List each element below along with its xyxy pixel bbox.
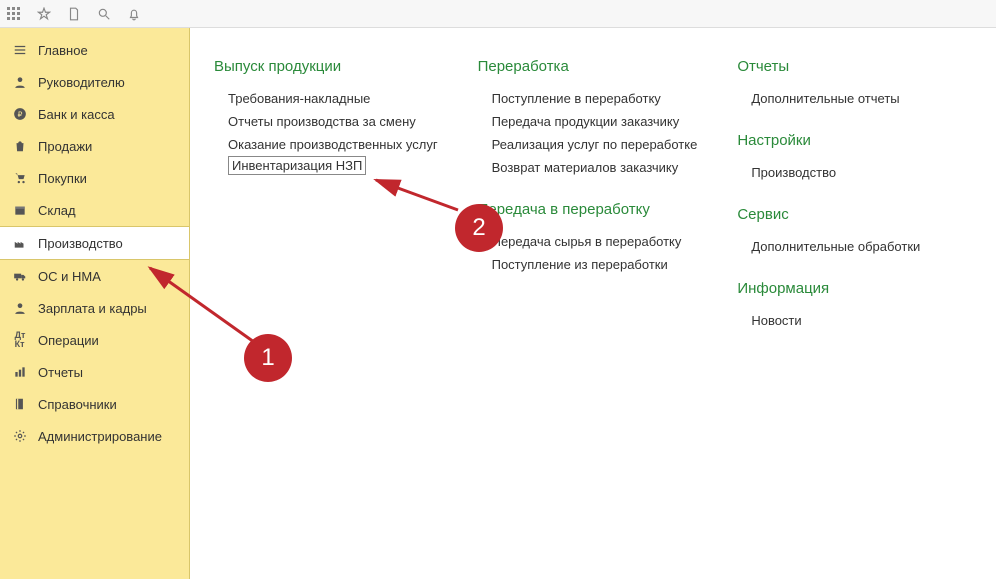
- sidebar-item-label: ОС и НМА: [38, 269, 101, 284]
- sidebar-item-label: Администрирование: [38, 429, 162, 444]
- sidebar-item-operations[interactable]: ДтКт Операции: [0, 324, 189, 356]
- sidebar-item-label: Зарплата и кадры: [38, 301, 147, 316]
- sidebar-item-label: Производство: [38, 236, 123, 251]
- book-icon: [12, 396, 28, 412]
- section-link[interactable]: Реализация услуг по переработке: [492, 133, 698, 156]
- content-area: Выпуск продукции Требования-накладные От…: [190, 28, 996, 579]
- section-title[interactable]: Передача в переработку: [478, 201, 698, 218]
- sidebar-item-label: Покупки: [38, 171, 87, 186]
- section-link[interactable]: Отчеты производства за смену: [228, 110, 438, 133]
- sidebar-item-purchases[interactable]: Покупки: [0, 162, 189, 194]
- section-link[interactable]: Требования-накладные: [228, 87, 438, 110]
- content-column: Выпуск продукции Требования-накладные От…: [214, 58, 438, 197]
- sidebar-item-label: Продажи: [38, 139, 92, 154]
- section-link[interactable]: Оказание производственных услуг: [228, 133, 438, 156]
- section-settings: Настройки Производство: [737, 132, 920, 184]
- top-toolbar: [0, 0, 996, 28]
- sidebar-item-manager[interactable]: Руководителю: [0, 66, 189, 98]
- section-title[interactable]: Переработка: [478, 58, 698, 75]
- section-link[interactable]: Поступление из переработки: [492, 253, 698, 276]
- sidebar-item-label: Руководителю: [38, 75, 125, 90]
- user-icon: [12, 300, 28, 316]
- sidebar: Главное Руководителю ₽ Банк и касса Прод…: [0, 28, 190, 579]
- sidebar-item-label: Склад: [38, 203, 76, 218]
- menu-icon: [12, 42, 28, 58]
- section-reports: Отчеты Дополнительные отчеты: [737, 58, 920, 110]
- section-title[interactable]: Сервис: [737, 206, 920, 223]
- factory-icon: [12, 235, 28, 251]
- section-link[interactable]: Новости: [751, 309, 920, 332]
- sidebar-item-label: Банк и касса: [38, 107, 115, 122]
- sidebar-item-production[interactable]: Производство: [0, 226, 189, 260]
- chart-icon: [12, 364, 28, 380]
- section-link[interactable]: Производство: [751, 161, 920, 184]
- content-column: Переработка Поступление в переработку Пе…: [478, 58, 698, 298]
- sidebar-item-refs[interactable]: Справочники: [0, 388, 189, 420]
- section-output: Выпуск продукции Требования-накладные От…: [214, 58, 438, 175]
- section-info: Информация Новости: [737, 280, 920, 332]
- bell-icon[interactable]: [126, 6, 142, 22]
- sidebar-item-label: Отчеты: [38, 365, 83, 380]
- sidebar-item-label: Главное: [38, 43, 88, 58]
- doc-icon[interactable]: [66, 6, 82, 22]
- section-link[interactable]: Дополнительные отчеты: [751, 87, 920, 110]
- section-processing: Переработка Поступление в переработку Пе…: [478, 58, 698, 179]
- bag-icon: [12, 138, 28, 154]
- section-title[interactable]: Выпуск продукции: [214, 58, 438, 75]
- sidebar-item-assets[interactable]: ОС и НМА: [0, 260, 189, 292]
- sidebar-item-sales[interactable]: Продажи: [0, 130, 189, 162]
- sidebar-item-label: Операции: [38, 333, 99, 348]
- section-link[interactable]: Передача продукции заказчику: [492, 110, 698, 133]
- section-link[interactable]: Дополнительные обработки: [751, 235, 920, 258]
- sidebar-item-label: Справочники: [38, 397, 117, 412]
- section-link[interactable]: Возврат материалов заказчику: [492, 156, 698, 179]
- section-title[interactable]: Отчеты: [737, 58, 920, 75]
- ruble-icon: ₽: [12, 106, 28, 122]
- section-service: Сервис Дополнительные обработки: [737, 206, 920, 258]
- sidebar-item-bank[interactable]: ₽ Банк и касса: [0, 98, 189, 130]
- svg-text:₽: ₽: [18, 110, 23, 119]
- section-transfer: Передача в переработку Передача сырья в …: [478, 201, 698, 276]
- apps-icon[interactable]: [6, 6, 22, 22]
- section-title[interactable]: Информация: [737, 280, 920, 297]
- star-icon[interactable]: [36, 6, 52, 22]
- person-icon: [12, 74, 28, 90]
- sidebar-item-hr[interactable]: Зарплата и кадры: [0, 292, 189, 324]
- box-icon: [12, 202, 28, 218]
- sidebar-item-admin[interactable]: Администрирование: [0, 420, 189, 452]
- sidebar-item-warehouse[interactable]: Склад: [0, 194, 189, 226]
- cart-icon: [12, 170, 28, 186]
- section-link[interactable]: Поступление в переработку: [492, 87, 698, 110]
- section-link-highlighted[interactable]: Инвентаризация НЗП: [228, 156, 366, 175]
- search-icon[interactable]: [96, 6, 112, 22]
- sidebar-item-main[interactable]: Главное: [0, 34, 189, 66]
- section-title[interactable]: Настройки: [737, 132, 920, 149]
- content-column: Отчеты Дополнительные отчеты Настройки П…: [737, 58, 920, 354]
- section-link[interactable]: Передача сырья в переработку: [492, 230, 698, 253]
- sidebar-item-reports[interactable]: Отчеты: [0, 356, 189, 388]
- truck-icon: [12, 268, 28, 284]
- dtkt-icon: ДтКт: [12, 332, 28, 348]
- gear-icon: [12, 428, 28, 444]
